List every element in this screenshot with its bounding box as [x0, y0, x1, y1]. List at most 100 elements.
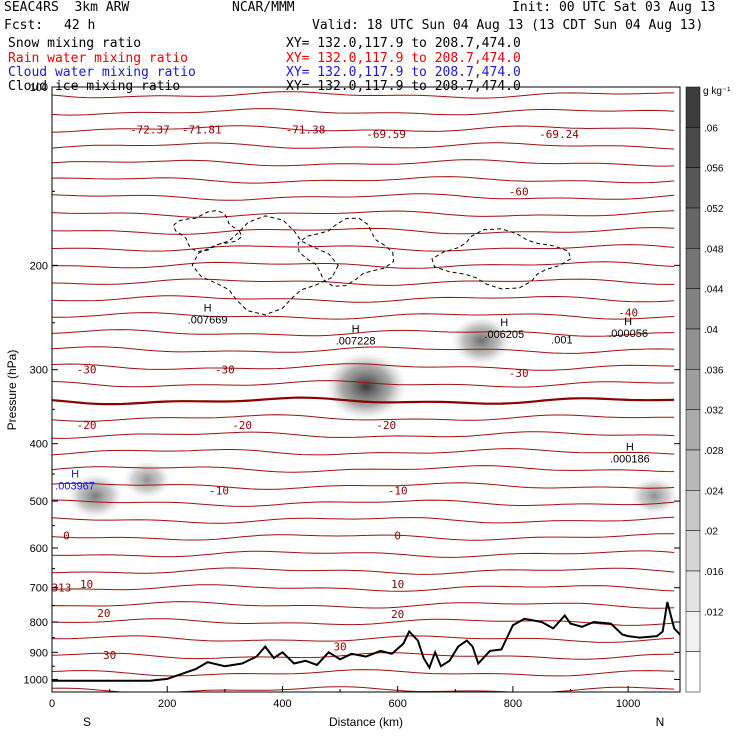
maximum-value: .007669: [188, 315, 228, 327]
field-xy-cloud-ice: XY= 132.0,117.9 to 208.7,474.0: [286, 79, 521, 94]
colorbar-label: .056: [704, 164, 724, 175]
isotherm: [52, 227, 675, 235]
maximum-marker: H: [500, 317, 508, 329]
colorbar: .06 .056 .052 .048 .044 .04 .036 .032 .028 .024 .0…: [685, 86, 724, 693]
y-tick-label: 800: [30, 617, 48, 629]
isotherm: [52, 261, 675, 269]
isotherm: [52, 414, 675, 422]
isotherm: [52, 652, 675, 660]
x-axis: 0 200 400 600 800 1000: [49, 686, 640, 710]
isotherm: [52, 142, 675, 150]
colorbar-swatch: [685, 611, 701, 652]
colorbar-swatch: [685, 207, 701, 249]
y-tick-label: 100: [30, 82, 48, 94]
isotherm-label: -60: [509, 185, 529, 198]
colorbar-label: .032: [704, 406, 724, 417]
x-tick-label: 400: [273, 698, 291, 710]
isotherm: [52, 329, 675, 337]
isotherm: [52, 448, 675, 456]
colorbar-label: .024: [704, 486, 724, 497]
colorbar-swatch: [685, 490, 701, 531]
colorbar-label: .016: [704, 567, 724, 578]
colorbar-swatch: [685, 328, 701, 370]
shaded-cell: [325, 352, 407, 420]
x-tick-label: 600: [389, 698, 407, 710]
isotherm: [52, 244, 675, 252]
colorbar-swatch: [685, 248, 701, 289]
isotherm: [52, 635, 675, 643]
colorbar-swatch: [685, 167, 701, 209]
isotherm: [52, 431, 675, 439]
maximum-marker: H: [624, 316, 632, 328]
isotherm: [52, 312, 675, 320]
colorbar-swatch: [685, 288, 701, 330]
isotherm-label: -71.38: [286, 124, 326, 137]
isotherm: [52, 533, 675, 541]
colorbar-label: .012: [704, 607, 724, 618]
colorbar-swatch: [685, 369, 701, 410]
isotherm: [52, 482, 675, 490]
field-name-rain: Rain water mixing ratio: [8, 51, 189, 66]
isotherm-label: 20: [391, 608, 404, 621]
init-time: Init: 00 UTC Sat 03 Aug 13: [512, 0, 716, 15]
cloud-ice-contour: [297, 217, 395, 287]
maxima-labels: H.007669H.007228H.006205.001H.000056H.00…: [55, 303, 650, 493]
maximum-marker: H: [626, 442, 634, 454]
isotherm-label: -72.37: [130, 124, 170, 137]
isotherm-label: 0: [394, 530, 401, 543]
isotherm: [52, 210, 675, 218]
colorbar-label: .036: [704, 365, 724, 376]
isotherm-label: -20: [376, 419, 396, 432]
colorbar-label: .048: [704, 244, 724, 255]
colorbar-units: g kg⁻¹: [703, 86, 731, 97]
maximum-value: .000056: [608, 328, 648, 340]
field-xy-snow: XY= 132.0,117.9 to 208.7,474.0: [286, 36, 521, 51]
isotherm: [52, 550, 675, 558]
isotherm-label: -30: [215, 364, 235, 377]
valid-time: Valid: 18 UTC Sun 04 Aug 13 (13 CDT Sun …: [312, 18, 704, 33]
forecast-hour: 42 h: [64, 18, 96, 33]
colorbar-swatch: [685, 127, 701, 168]
isotherm-label: -30: [509, 367, 529, 380]
isotherm: [52, 499, 675, 507]
colorbar-label: .044: [704, 285, 724, 296]
isotherm-label: -71.81: [182, 124, 222, 137]
isotherm-labels: -72.37 -71.81 -71.38 -69.59 -69.24 -60 -40 -30 -…: [52, 124, 638, 663]
maximum-marker: H: [204, 303, 212, 315]
colorbar-label: .06: [704, 123, 718, 134]
isotherm: [52, 176, 675, 184]
maximum-value: .000186: [610, 454, 650, 466]
org-name: NCAR/MMM: [232, 0, 295, 15]
isotherm-label: -10: [209, 485, 229, 498]
isotherm: [52, 91, 675, 99]
isotherm-label: 10: [80, 578, 93, 591]
isotherm-label: 30: [333, 641, 346, 654]
isotherm: [52, 465, 675, 473]
y-tick-label: 300: [30, 365, 48, 377]
isotherm-label: -20: [232, 419, 252, 432]
end-label-left: S: [83, 715, 91, 729]
x-tick-label: 800: [504, 698, 522, 710]
end-label-right: N: [656, 715, 665, 729]
maximum-value: .003967: [55, 481, 95, 493]
forecast-label: Fcst:: [4, 18, 44, 33]
isotherm-label: -69.59: [366, 128, 406, 141]
shaded-cell: [451, 316, 512, 365]
isotherm: [52, 278, 675, 286]
isotherm-label: -10: [388, 485, 408, 498]
cloud-ice-contour: [191, 215, 339, 316]
y-tick-label: 200: [30, 260, 48, 272]
isotherm-label: 30: [103, 649, 116, 662]
isotherm: [52, 159, 675, 167]
field-name-cloud-water: Cloud water mixing ratio: [8, 65, 196, 80]
isotherm: [52, 516, 675, 524]
colorbar-swatch: [685, 86, 701, 128]
colorbar-label: .04: [704, 325, 718, 336]
colorbar-label: .052: [704, 204, 724, 215]
isotherm-label: -69.24: [539, 128, 579, 141]
colorbar-label: .028: [704, 446, 724, 457]
isotherm: [52, 669, 675, 677]
terrain-line: [52, 601, 680, 682]
